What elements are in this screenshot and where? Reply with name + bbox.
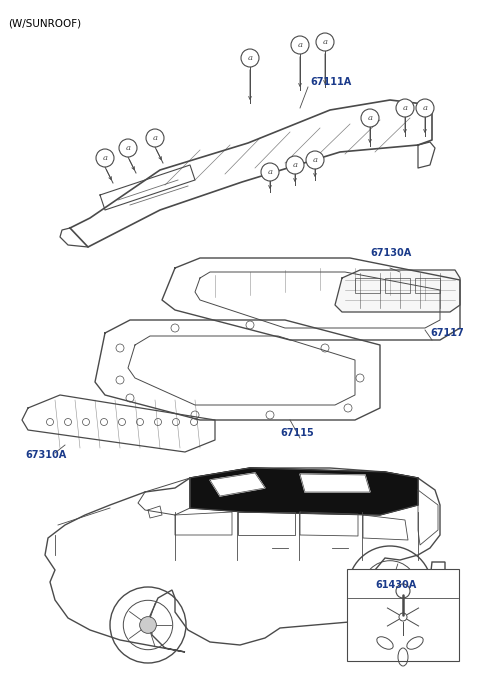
Bar [385,278,410,293]
Circle shape [241,49,259,67]
Circle shape [353,576,371,594]
Text: 67130A: 67130A [370,248,411,258]
Text: 67117: 67117 [430,328,464,338]
Text: 67111A: 67111A [310,77,351,87]
Text: a: a [248,54,252,62]
Circle shape [96,149,114,167]
Polygon shape [210,473,265,496]
Polygon shape [300,474,370,492]
Text: a: a [323,38,327,46]
FancyBboxPatch shape [347,569,459,661]
Text: 67115: 67115 [280,428,314,438]
Circle shape [416,99,434,117]
Text: a: a [360,581,364,589]
Text: a: a [368,114,372,122]
Circle shape [286,156,304,174]
Text: a: a [422,104,428,112]
Circle shape [291,36,309,54]
Text: a: a [298,41,302,49]
Bar [415,278,440,293]
Text: 61430A: 61430A [375,580,416,590]
Text: a: a [403,104,408,112]
Circle shape [140,617,156,634]
Polygon shape [190,468,418,515]
Text: (W/SUNROOF): (W/SUNROOF) [8,18,81,28]
Circle shape [261,163,279,181]
Circle shape [146,129,164,147]
Text: a: a [125,144,131,152]
Circle shape [361,109,379,127]
Text: a: a [312,156,317,164]
Circle shape [306,151,324,169]
Text: 67310A: 67310A [25,450,66,460]
Text: a: a [267,168,273,176]
Circle shape [396,99,414,117]
Circle shape [119,139,137,157]
Text: a: a [153,134,157,142]
Text: a: a [103,154,108,162]
Circle shape [316,33,334,51]
Circle shape [381,579,399,597]
Bar [355,278,380,293]
Text: a: a [292,161,298,169]
Polygon shape [335,270,460,312]
